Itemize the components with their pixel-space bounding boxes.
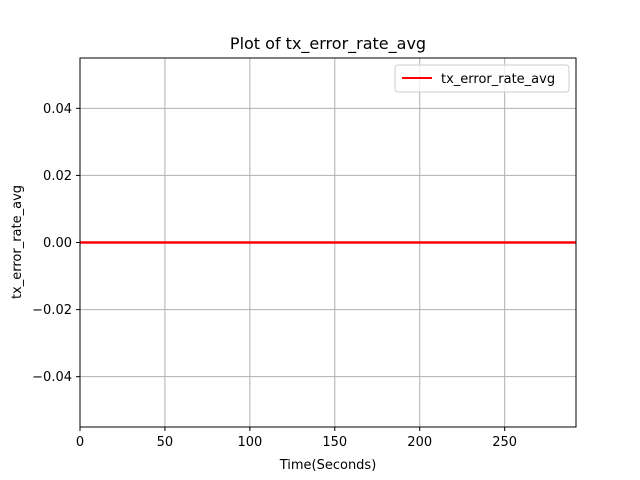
y-axis-label: tx_error_rate_avg [10,185,25,299]
x-tick-label: 250 [492,435,517,450]
y-tick-label: −0.04 [32,370,72,385]
legend-label: tx_error_rate_avg [441,72,555,87]
axis-ticks: 0 50 100 150 200 250 −0.04 −0.02 0.00 0.02 0.04 [32,102,517,450]
x-tick-label: 0 [76,435,84,450]
y-tick-label: 0.04 [43,102,72,117]
x-tick-label: 100 [237,435,262,450]
y-tick-label: −0.02 [32,303,72,318]
x-tick-label: 150 [322,435,347,450]
x-tick-label: 50 [157,435,174,450]
legend: tx_error_rate_avg [394,64,570,93]
y-tick-label: 0.02 [43,169,72,184]
legend-box [394,64,570,93]
chart-title: Plot of tx_error_rate_avg [230,34,426,54]
y-tick-label: 0.00 [43,236,72,251]
x-axis-label: Time(Seconds) [279,458,377,473]
x-tick-label: 200 [407,435,432,450]
